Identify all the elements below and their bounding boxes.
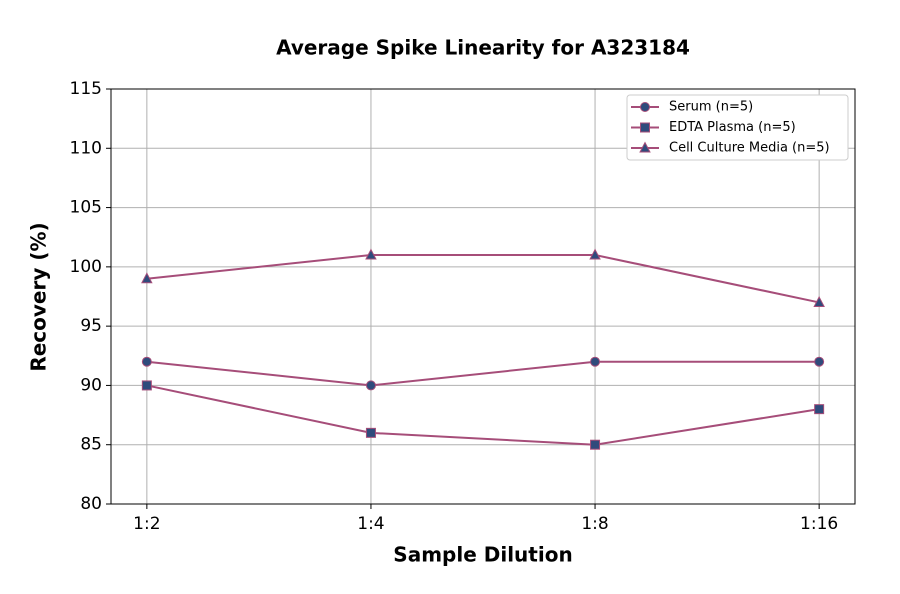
legend-marker — [640, 102, 650, 112]
marker — [589, 248, 601, 260]
y-tick-label: 100 — [70, 257, 102, 277]
marker — [814, 356, 825, 367]
y-tick-label: 80 — [80, 494, 102, 514]
plot-frame — [110, 88, 856, 505]
series-line — [146, 254, 820, 304]
chart-title: Average Spike Linearity for A323184 — [276, 36, 690, 60]
marker — [141, 272, 153, 284]
legend-label: Serum (n=5) — [669, 100, 753, 115]
x-tick-label: 1:2 — [133, 514, 160, 534]
legend-label: Cell Culture Media (n=5) — [669, 141, 830, 156]
marker — [365, 248, 377, 260]
marker — [141, 356, 152, 367]
y-tick-label: 85 — [80, 435, 102, 455]
marker — [365, 380, 376, 391]
series-line — [146, 360, 820, 387]
legend-marker — [639, 141, 651, 153]
series-line — [146, 384, 820, 446]
y-tick-label: 95 — [80, 316, 102, 336]
marker — [814, 404, 825, 415]
marker — [813, 295, 825, 307]
marker — [365, 427, 376, 438]
marker — [590, 356, 601, 367]
marker — [141, 380, 152, 391]
y-axis-label: Recovery (%) — [27, 222, 51, 371]
y-tick-label: 105 — [70, 198, 102, 218]
marker — [590, 439, 601, 450]
x-axis-label: Sample Dilution — [393, 543, 572, 567]
legend-label: EDTA Plasma (n=5) — [669, 120, 796, 135]
legend: Serum (n=5) EDTA Plasma (n=5) Cell Culture… — [626, 94, 849, 161]
legend-box — [626, 94, 849, 161]
y-tick-label: 90 — [80, 375, 102, 395]
y-tick-label: 110 — [70, 138, 102, 158]
x-tick-label: 1:16 — [800, 514, 838, 534]
legend-marker — [640, 122, 650, 133]
x-tick-label: 1:4 — [357, 514, 384, 534]
y-tick-label: 115 — [70, 79, 102, 99]
x-tick-label: 1:8 — [581, 514, 608, 534]
